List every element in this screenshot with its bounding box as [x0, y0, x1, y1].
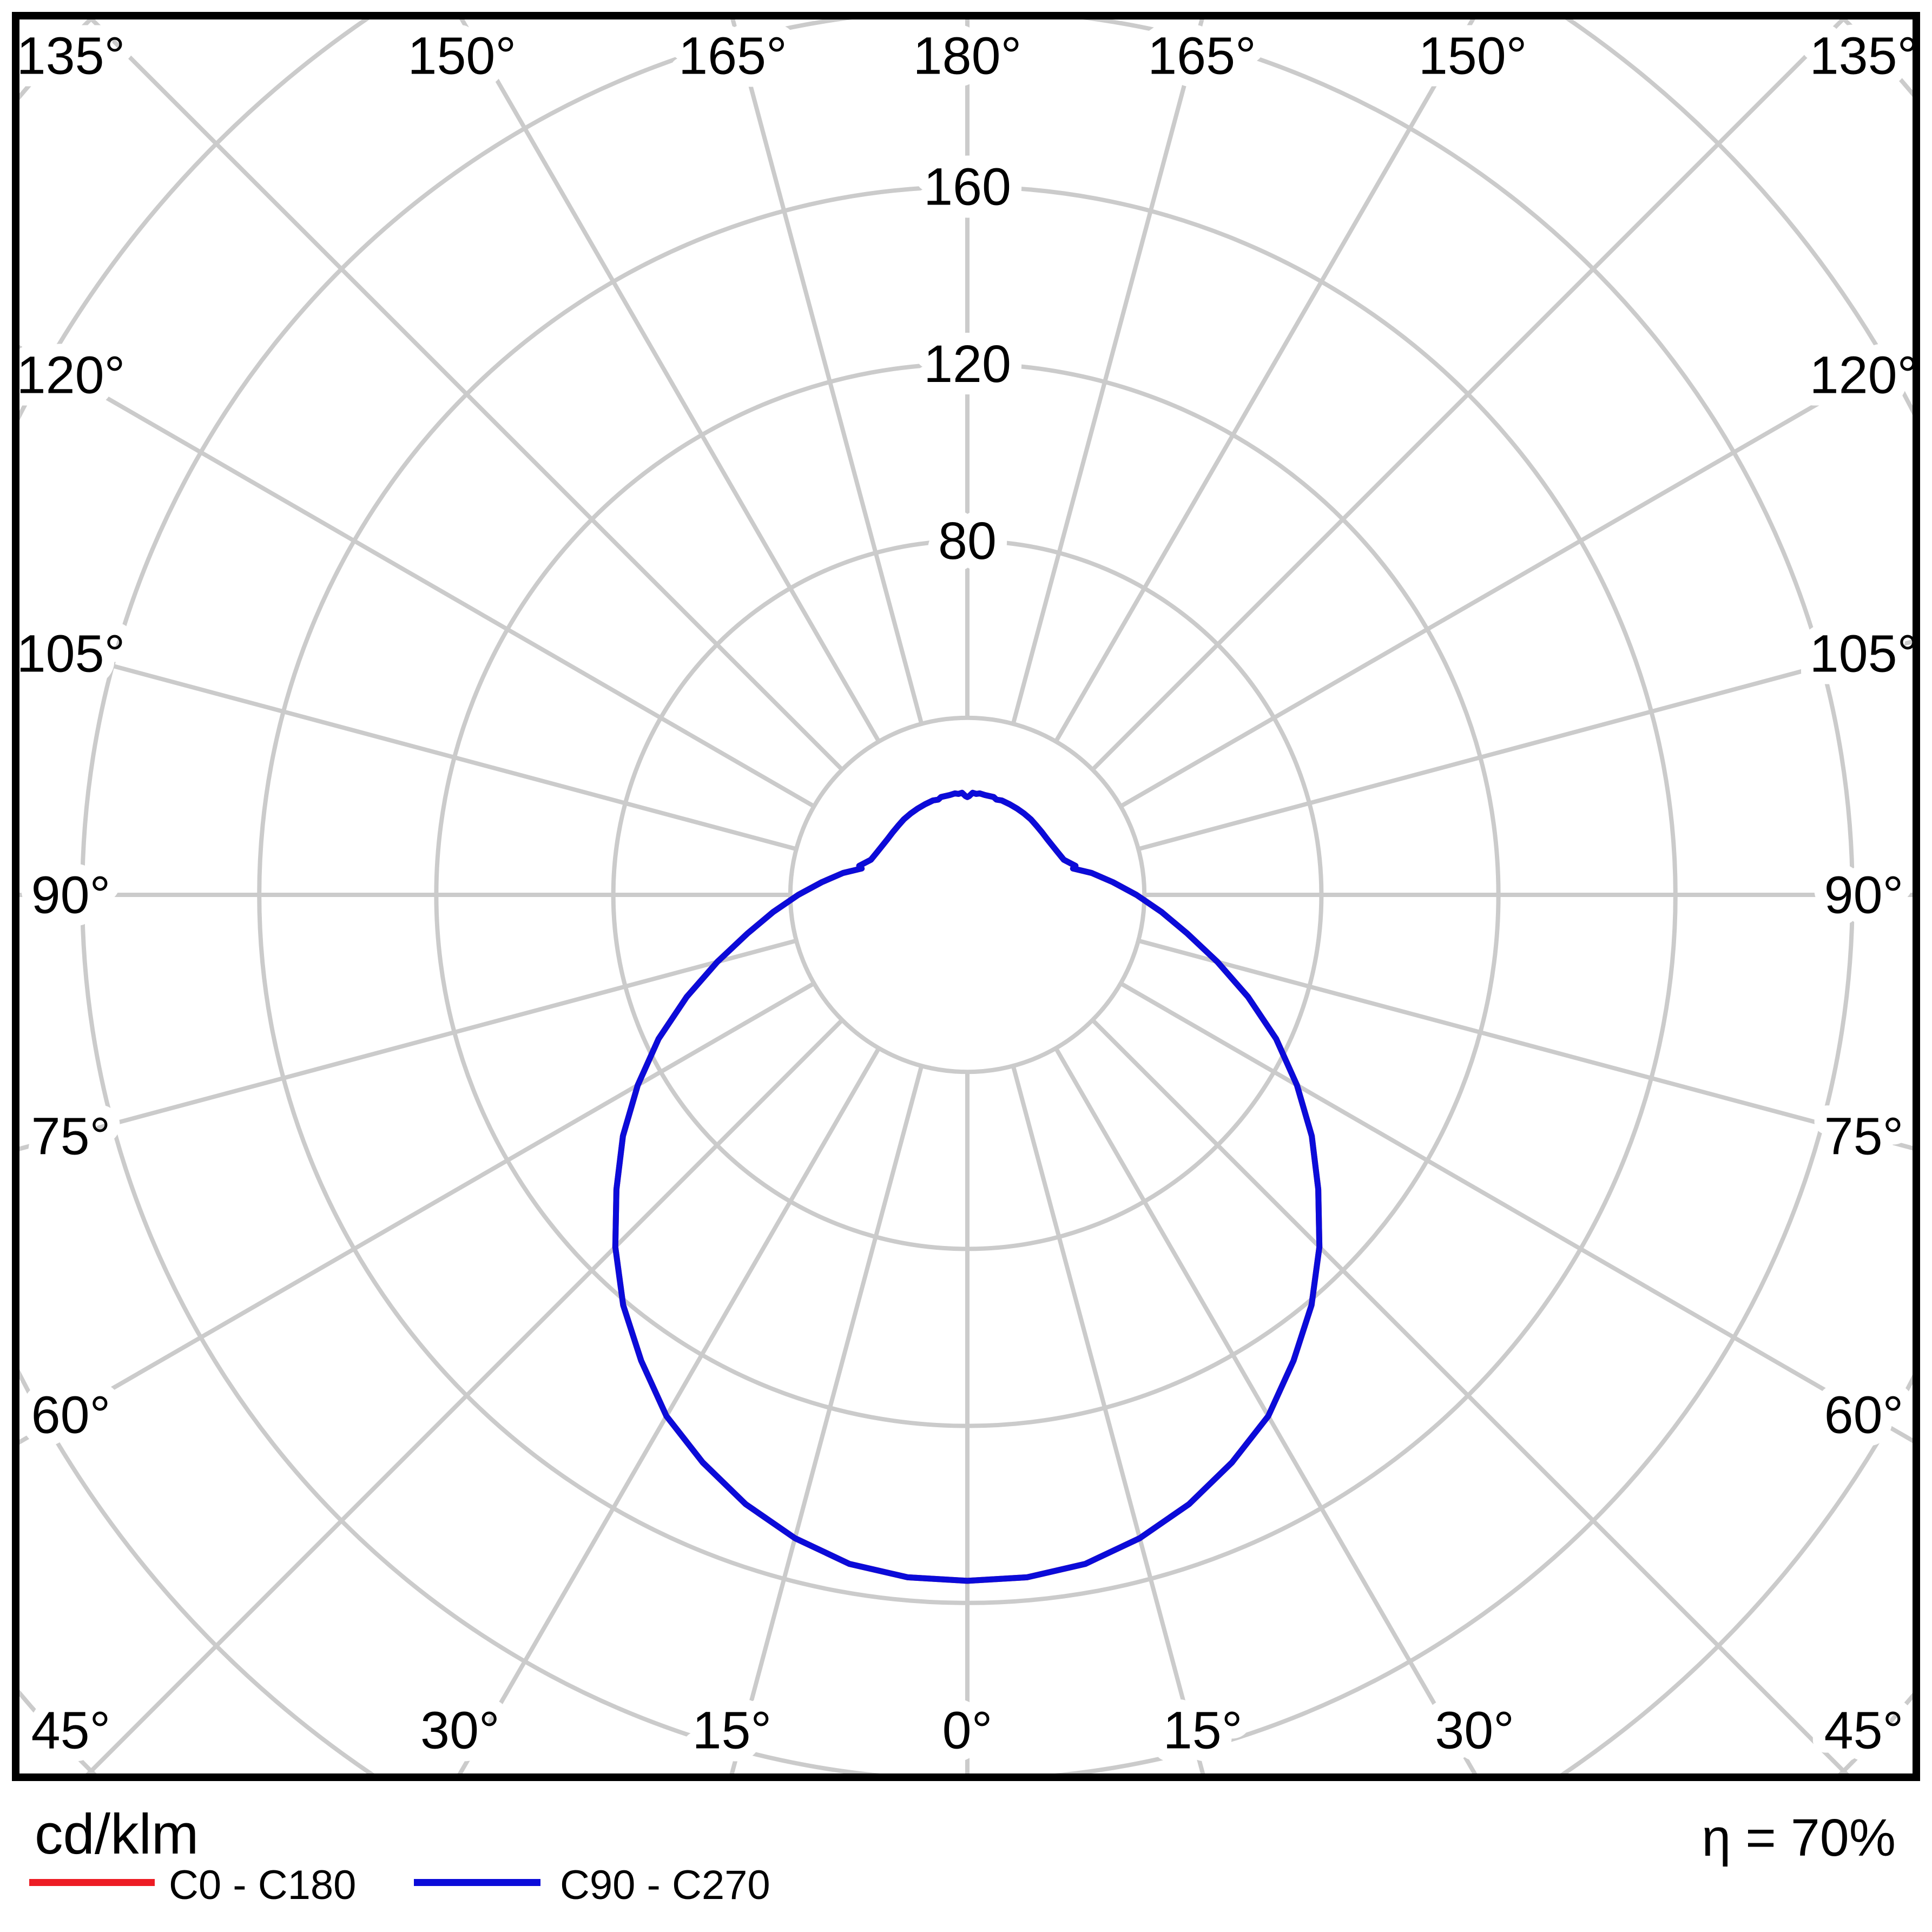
- angle-label-l120: 120°: [17, 346, 126, 405]
- ring-label-160: 160: [924, 157, 1011, 216]
- angle-label-l165: 165°: [678, 27, 787, 85]
- ring-label-120: 120: [924, 334, 1011, 393]
- legend: C0 - C180 C90 - C270: [0, 1864, 1932, 1923]
- angle-label-r135: 135°: [1810, 27, 1918, 85]
- grid-spoke-330: [457, 1047, 881, 1773]
- angle-label-l15: 15°: [693, 1701, 772, 1760]
- angle-label-r150: 150°: [1419, 27, 1527, 85]
- angle-label-l90: 90°: [31, 866, 111, 925]
- legend-swatch-c90: [414, 1879, 540, 1886]
- angle-label-l30: 30°: [420, 1701, 500, 1760]
- angle-label-r180: 180°: [913, 27, 1022, 85]
- unit-label: cd/klm: [35, 1803, 199, 1866]
- angle-label-r75: 75°: [1824, 1106, 1904, 1165]
- grid-spoke-255: [19, 638, 797, 852]
- grid-spoke-210: [459, 19, 881, 743]
- angle-label-r165: 165°: [1148, 27, 1256, 85]
- grid-spoke-105: [1137, 639, 1913, 852]
- angle-label-r105: 105°: [1810, 624, 1918, 683]
- angle-label-l135: 135°: [17, 27, 126, 85]
- angle-label-l60: 60°: [31, 1385, 111, 1444]
- grid-spoke-30: [1054, 1047, 1478, 1773]
- grid-spoke-75: [1137, 938, 1913, 1151]
- grid-spoke-15: [1011, 1065, 1205, 1773]
- legend-label-c0: C0 - C180: [169, 1862, 357, 1908]
- angle-label-l150: 150°: [408, 27, 517, 85]
- angle-label-r120: 120°: [1810, 346, 1918, 405]
- grid-spoke-240: [19, 345, 815, 808]
- angle-label-l45: 45°: [31, 1701, 111, 1760]
- labels: 80 120 160 0° 15° 15° 30° 30° 45° 45° 60° 60° 75° 75°…: [4, 14, 1931, 1772]
- grid-spoke-45: [1091, 1018, 1849, 1773]
- grid-spoke-195: [730, 19, 924, 725]
- angle-label-r0: 0°: [942, 1701, 993, 1760]
- intensity-curve-c90-c270: [612, 789, 1323, 1584]
- grid-spoke-120: [1119, 346, 1913, 808]
- angle-label-l75: 75°: [31, 1106, 111, 1165]
- angle-label-r90: 90°: [1824, 866, 1904, 925]
- grid-spoke-150: [1054, 19, 1475, 743]
- grid-spoke-165: [1011, 19, 1204, 725]
- grid-spoke-225: [89, 19, 844, 772]
- ring-label-80: 80: [938, 511, 997, 570]
- angle-label-r45: 45°: [1824, 1701, 1904, 1760]
- angle-label-r30: 30°: [1435, 1701, 1514, 1760]
- chart-frame: [12, 12, 1920, 1781]
- legend-swatch-c0: [29, 1879, 155, 1886]
- angle-label-r60: 60°: [1824, 1385, 1904, 1444]
- legend-label-c90: C90 - C270: [560, 1862, 770, 1908]
- angle-label-l105: 105°: [17, 624, 126, 683]
- efficiency-label: η = 70%: [1702, 1808, 1896, 1867]
- grid-spoke-345: [729, 1065, 924, 1773]
- grid-spoke-315: [85, 1018, 844, 1773]
- angle-label-r15: 15°: [1163, 1701, 1243, 1760]
- grid-spoke-135: [1091, 19, 1846, 772]
- grid-spoke-285: [19, 938, 797, 1151]
- curves: [612, 789, 1323, 1584]
